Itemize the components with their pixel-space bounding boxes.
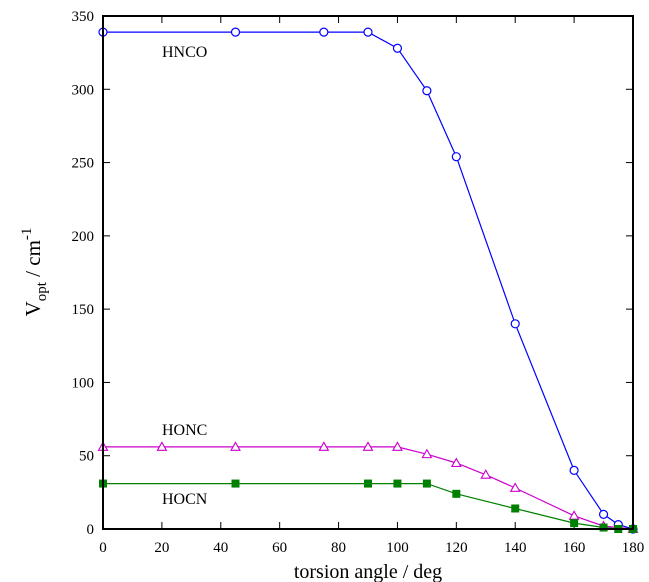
data-point-hnco-75 [319, 27, 329, 37]
x-tick-label-60: 60 [272, 540, 287, 556]
data-point-honc-20 [156, 441, 168, 451]
y-tick-label-0: 0 [87, 522, 95, 538]
data-point-honc-75 [318, 441, 330, 451]
x-tick-label-160: 160 [563, 540, 586, 556]
data-point-hocn-170 [599, 523, 608, 532]
y-axis-title-mid: / cm [21, 240, 45, 282]
series-lines-group [103, 31, 634, 530]
x-tick-label-120: 120 [445, 540, 468, 556]
data-point-honc-130 [480, 469, 492, 479]
x-tick-label-140: 140 [504, 540, 527, 556]
data-point-hnco-120 [451, 152, 461, 162]
x-tick-label-180: 180 [622, 540, 645, 556]
x-tick-label-40: 40 [213, 540, 228, 556]
series-line-honc [103, 446, 634, 530]
axes-group: 0 20 40 60 80 100 120 140 160 180 0 50 100 150 200 250 3… [72, 9, 645, 556]
data-point-honc-160 [568, 510, 580, 520]
data-point-hnco-140 [510, 319, 520, 329]
data-point-hnco-110 [422, 86, 432, 96]
y-tick-label-350: 350 [72, 9, 95, 25]
x-tick-label-100: 100 [386, 540, 409, 556]
data-point-hnco-160 [569, 465, 579, 475]
series-label-hocn: HOCN [162, 491, 208, 508]
y-tick-label-150: 150 [72, 302, 95, 318]
data-point-hocn-140 [511, 504, 520, 513]
series-labels-group: HNCO HONC HOCN [162, 44, 208, 508]
plot-frame [102, 15, 634, 530]
data-point-hnco-100 [392, 43, 403, 53]
series-line-hnco [103, 31, 634, 530]
series-label-honc: HONC [162, 422, 207, 439]
data-point-honc-90 [362, 441, 374, 451]
y-tick-label-50: 50 [79, 449, 94, 465]
y-tick-label-200: 200 [72, 229, 95, 245]
y-axis-title-main: V [21, 301, 45, 316]
x-axis-title: torsion angle / deg [294, 561, 442, 582]
data-point-honc-120 [450, 457, 462, 467]
data-point-honc-140 [509, 482, 521, 492]
data-point-honc-110 [421, 448, 433, 459]
data-point-hocn-90 [364, 479, 372, 488]
data-point-hnco-170 [598, 509, 609, 519]
y-tick-label-100: 100 [72, 375, 95, 391]
series-label-hnco: HNCO [162, 44, 207, 61]
data-point-honc-100 [391, 441, 403, 451]
series-markers-group [97, 27, 639, 534]
data-point-hnco-45 [230, 27, 241, 37]
x-tick-label-20: 20 [154, 540, 169, 556]
data-point-hnco-90 [363, 27, 373, 37]
data-point-honc-45 [230, 441, 241, 451]
data-point-hocn-100 [393, 479, 402, 488]
x-tick-label-80: 80 [331, 540, 346, 556]
y-axis-title-sub: opt [34, 281, 50, 301]
y-tick-label-300: 300 [72, 82, 95, 98]
y-axis-title: Vopt / cm-1 [19, 228, 50, 317]
data-point-hocn-160 [570, 519, 579, 528]
data-point-hocn-45 [231, 479, 240, 488]
y-axis-title-sup: -1 [19, 228, 35, 241]
x-tick-label-0: 0 [99, 540, 107, 556]
data-point-hocn-110 [422, 479, 431, 488]
y-tick-label-250: 250 [72, 156, 95, 172]
data-point-hocn-120 [452, 489, 461, 498]
